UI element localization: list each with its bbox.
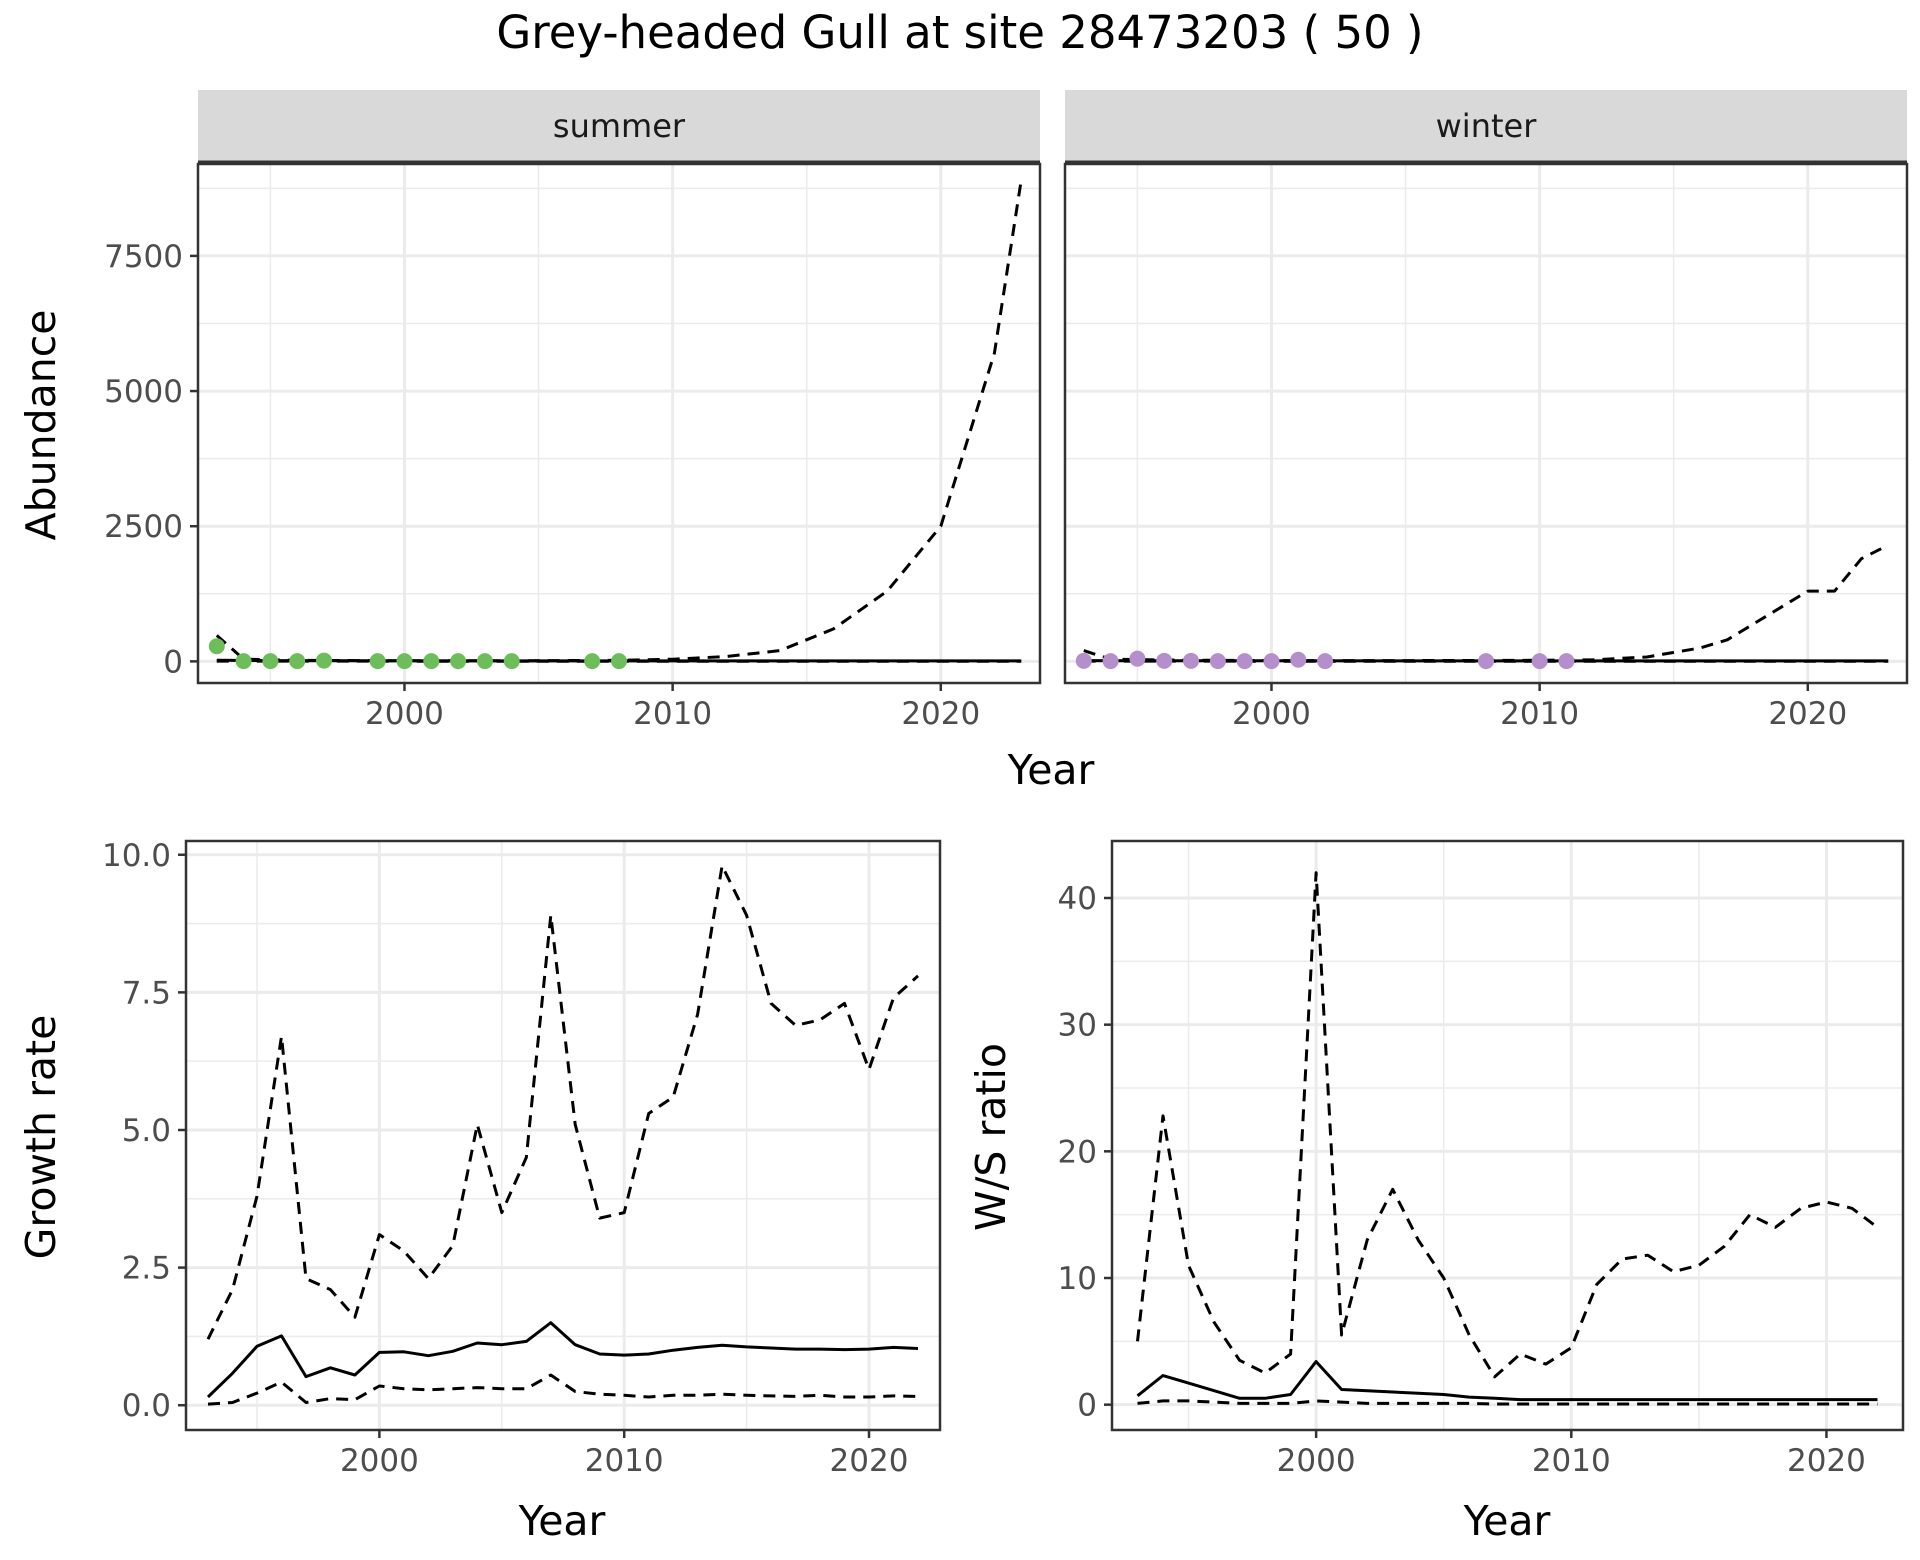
x-tick-label: 2010: [633, 696, 712, 732]
data-point: [611, 653, 627, 670]
data-point: [1102, 653, 1119, 670]
x-tick-label: 2020: [830, 1443, 909, 1479]
data-point: [1209, 653, 1226, 670]
x-tick-label: 2000: [340, 1443, 419, 1479]
x-tick-label: 2000: [365, 696, 444, 732]
dashed-series-line: [207, 1373, 919, 1406]
x-tick-label: 2010: [1500, 696, 1579, 732]
data-point: [1156, 652, 1173, 669]
plot-growth-rate: 2000 2010 2020 0.0 2.5 5.0 7.5 10.0: [102, 838, 942, 1479]
y-tick-label: 0.0: [122, 1388, 171, 1424]
abundance-y-axis-title: Abundance: [17, 310, 65, 541]
y-tick-label: 0: [1077, 1388, 1097, 1424]
data-point: [396, 653, 413, 670]
y-tick-label: 2500: [104, 509, 183, 545]
data-point: [1317, 653, 1334, 670]
data-point: [1478, 653, 1494, 670]
y-tick-label: 10.0: [102, 838, 171, 874]
data-point: [584, 653, 601, 670]
y-tick-label: 10: [1058, 1261, 1097, 1297]
y-tick-label: 30: [1058, 1008, 1097, 1044]
panel-summer: summer 2000 2010 2020 0 2500 5000 7500: [104, 90, 1042, 732]
data-point: [1531, 653, 1548, 670]
y-tick-label: 0: [163, 644, 183, 680]
strip-summer: [198, 90, 1040, 162]
plot-summer: 2000 2010 2020 0 2500 5000 7500: [104, 162, 1042, 732]
panel-border: [1063, 162, 1909, 685]
y-tick-label: 20: [1058, 1134, 1097, 1170]
data-point: [1263, 653, 1280, 670]
dashed-series-line: [1137, 1399, 1878, 1406]
solid-series-line: [206, 1321, 919, 1399]
panel-winter: winter 2000 2010 2020: [1063, 90, 1909, 732]
x-tick-label: 2020: [1787, 1443, 1866, 1479]
data-point: [1236, 653, 1253, 670]
dashed-series-line: [215, 179, 1023, 663]
data-point: [369, 653, 386, 670]
panel-border: [184, 839, 942, 1432]
data-point: [208, 638, 225, 655]
figure-title: Grey-headed Gull at site 28473203 ( 50 ): [496, 6, 1423, 59]
data-point: [1290, 651, 1307, 668]
data-point: [1129, 650, 1146, 667]
data-point: [1075, 652, 1092, 669]
y-tick-label: 7500: [104, 239, 183, 275]
data-point: [503, 653, 520, 670]
data-point: [289, 653, 306, 670]
data-point: [476, 653, 493, 670]
data-point: [316, 652, 333, 669]
x-tick-label: 2000: [1232, 696, 1311, 732]
ws-ratio-y-axis-title: W/S ratio: [967, 1043, 1015, 1231]
panel-border: [1110, 839, 1905, 1432]
growth-rate-x-axis-title: Year: [518, 1497, 606, 1545]
data-point: [1558, 653, 1575, 670]
panel-border: [196, 162, 1042, 685]
plot-winter: 2000 2010 2020: [1063, 162, 1909, 732]
strip-winter: [1065, 90, 1907, 162]
x-tick-label: 2010: [1532, 1443, 1611, 1479]
data-point: [235, 653, 252, 670]
dashed-series-line: [1136, 871, 1879, 1379]
strip-summer-label: summer: [553, 107, 686, 145]
x-tick-label: 2000: [1277, 1443, 1356, 1479]
data-point: [423, 653, 440, 670]
plot-ws-ratio: 2000 2010 2020 0 10 20 30 40: [1058, 839, 1905, 1479]
abundance-x-axis-title: Year: [1007, 746, 1095, 794]
x-tick-label: 2020: [901, 696, 980, 732]
data-point: [450, 653, 467, 670]
y-tick-label: 7.5: [122, 975, 171, 1011]
panel-growth-rate: 2000 2010 2020 0.0 2.5 5.0 7.5 10.0: [102, 838, 942, 1479]
data-point: [262, 653, 279, 670]
y-tick-label: 2.5: [122, 1251, 171, 1287]
growth-rate-y-axis-title: Growth rate: [17, 1015, 65, 1260]
strip-winter-label: winter: [1436, 107, 1538, 145]
ws-ratio-x-axis-title: Year: [1463, 1497, 1551, 1545]
y-tick-label: 5.0: [122, 1113, 171, 1149]
y-tick-label: 5000: [104, 374, 183, 410]
data-point: [1183, 652, 1200, 669]
dashed-series-line: [1083, 543, 1889, 663]
panel-ws-ratio: 2000 2010 2020 0 10 20 30 40: [1058, 839, 1905, 1479]
solid-series-line: [1136, 1360, 1878, 1402]
y-tick-label: 40: [1058, 881, 1097, 917]
x-tick-label: 2020: [1768, 696, 1847, 732]
x-tick-label: 2010: [585, 1443, 664, 1479]
